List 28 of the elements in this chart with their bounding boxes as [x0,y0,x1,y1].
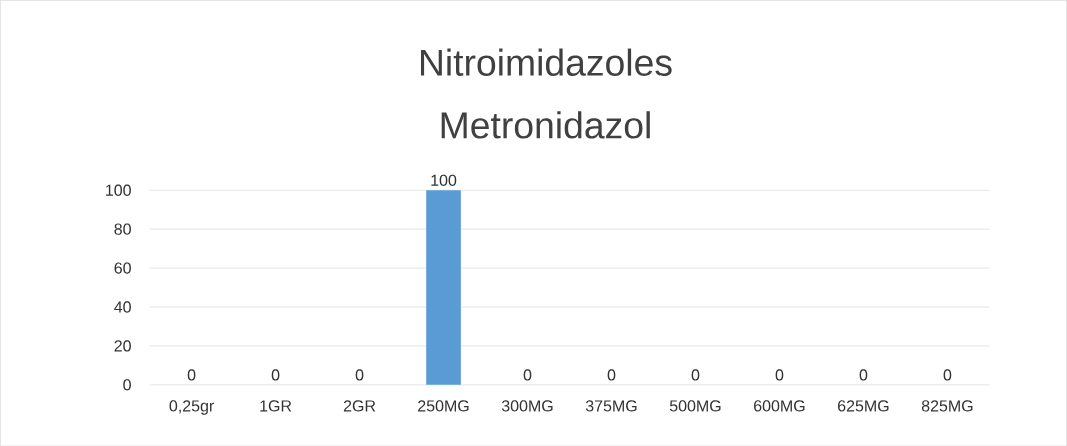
y-tick-label: 0 [123,378,131,391]
x-tick-label: 375MG [585,400,637,412]
data-label: 0 [775,369,784,381]
y-tick-label: 40 [114,301,131,313]
x-tick-label: 825MG [921,400,973,412]
x-tick-label: 0,25gr [169,400,214,415]
x-tick-label: 2GR [343,400,376,412]
y-tick-label: 20 [114,340,131,352]
data-label: 0 [355,369,364,381]
x-tick-label: 250MG [418,400,469,412]
data-label: 0 [187,369,196,381]
y-tick-label: 100 [106,184,131,196]
data-label: 0 [691,369,700,381]
y-tick-label: 60 [114,262,131,274]
data-label: 100 [431,174,457,186]
y-tick-label: 80 [114,223,131,235]
x-tick-label: 1GR [260,400,292,412]
data-label: 0 [607,369,616,381]
chart-title: Nitroimidazoles [420,48,672,76]
data-label: 0 [859,369,868,381]
chart-subtitle: Metronidazol [441,110,650,139]
data-label: 0 [943,369,952,381]
data-label: 0 [271,369,280,381]
x-tick-label: 500MG [669,400,721,412]
x-tick-label: 625MG [838,400,889,412]
x-tick-label: 600MG [754,400,805,412]
x-tick-label: 300MG [501,400,553,412]
data-label: 0 [523,369,532,381]
